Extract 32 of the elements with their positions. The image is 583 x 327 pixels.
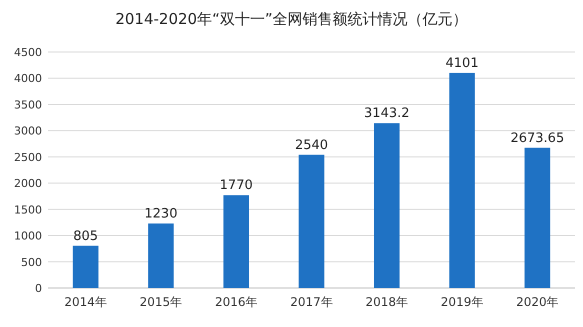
data-label: 1770 [220,178,253,194]
y-tick-label: 4500 [14,46,42,59]
y-tick-label: 2500 [14,150,42,164]
y-tick-label: 3000 [14,124,42,138]
y-tick-label: 500 [21,256,42,269]
x-tick-label: 2014年 [64,295,107,309]
data-label: 805 [73,228,98,244]
bar [72,246,98,288]
data-label: 1230 [144,206,178,222]
bar [449,72,475,288]
y-tick-label: 3500 [14,98,42,112]
x-tick-label: 2015年 [140,295,182,309]
bar [298,154,324,288]
data-label: 4101 [446,56,479,71]
x-tick-label: 2018年 [366,295,408,309]
bar [374,123,400,288]
data-label: 2673.65 [510,130,564,146]
bar [148,223,174,288]
y-tick-label: 0 [35,282,42,295]
x-tick-label: 2016年 [214,295,258,309]
x-tick-label: 2019年 [440,295,484,309]
y-tick-label: 4000 [14,72,42,86]
x-tick-label: 2017年 [290,295,333,309]
bar [223,195,250,288]
y-tick-label: 1500 [14,203,42,216]
bar [524,148,550,288]
x-tick-label: 2020年 [516,295,559,309]
y-tick-label: 2000 [14,177,42,190]
data-label: 3143.2 [364,106,410,122]
y-tick-label: 1000 [14,230,42,243]
data-label: 2540 [294,138,328,153]
chart-title: 2014-2020年“双十一”全网销售额统计情况（亿元） [115,10,468,28]
